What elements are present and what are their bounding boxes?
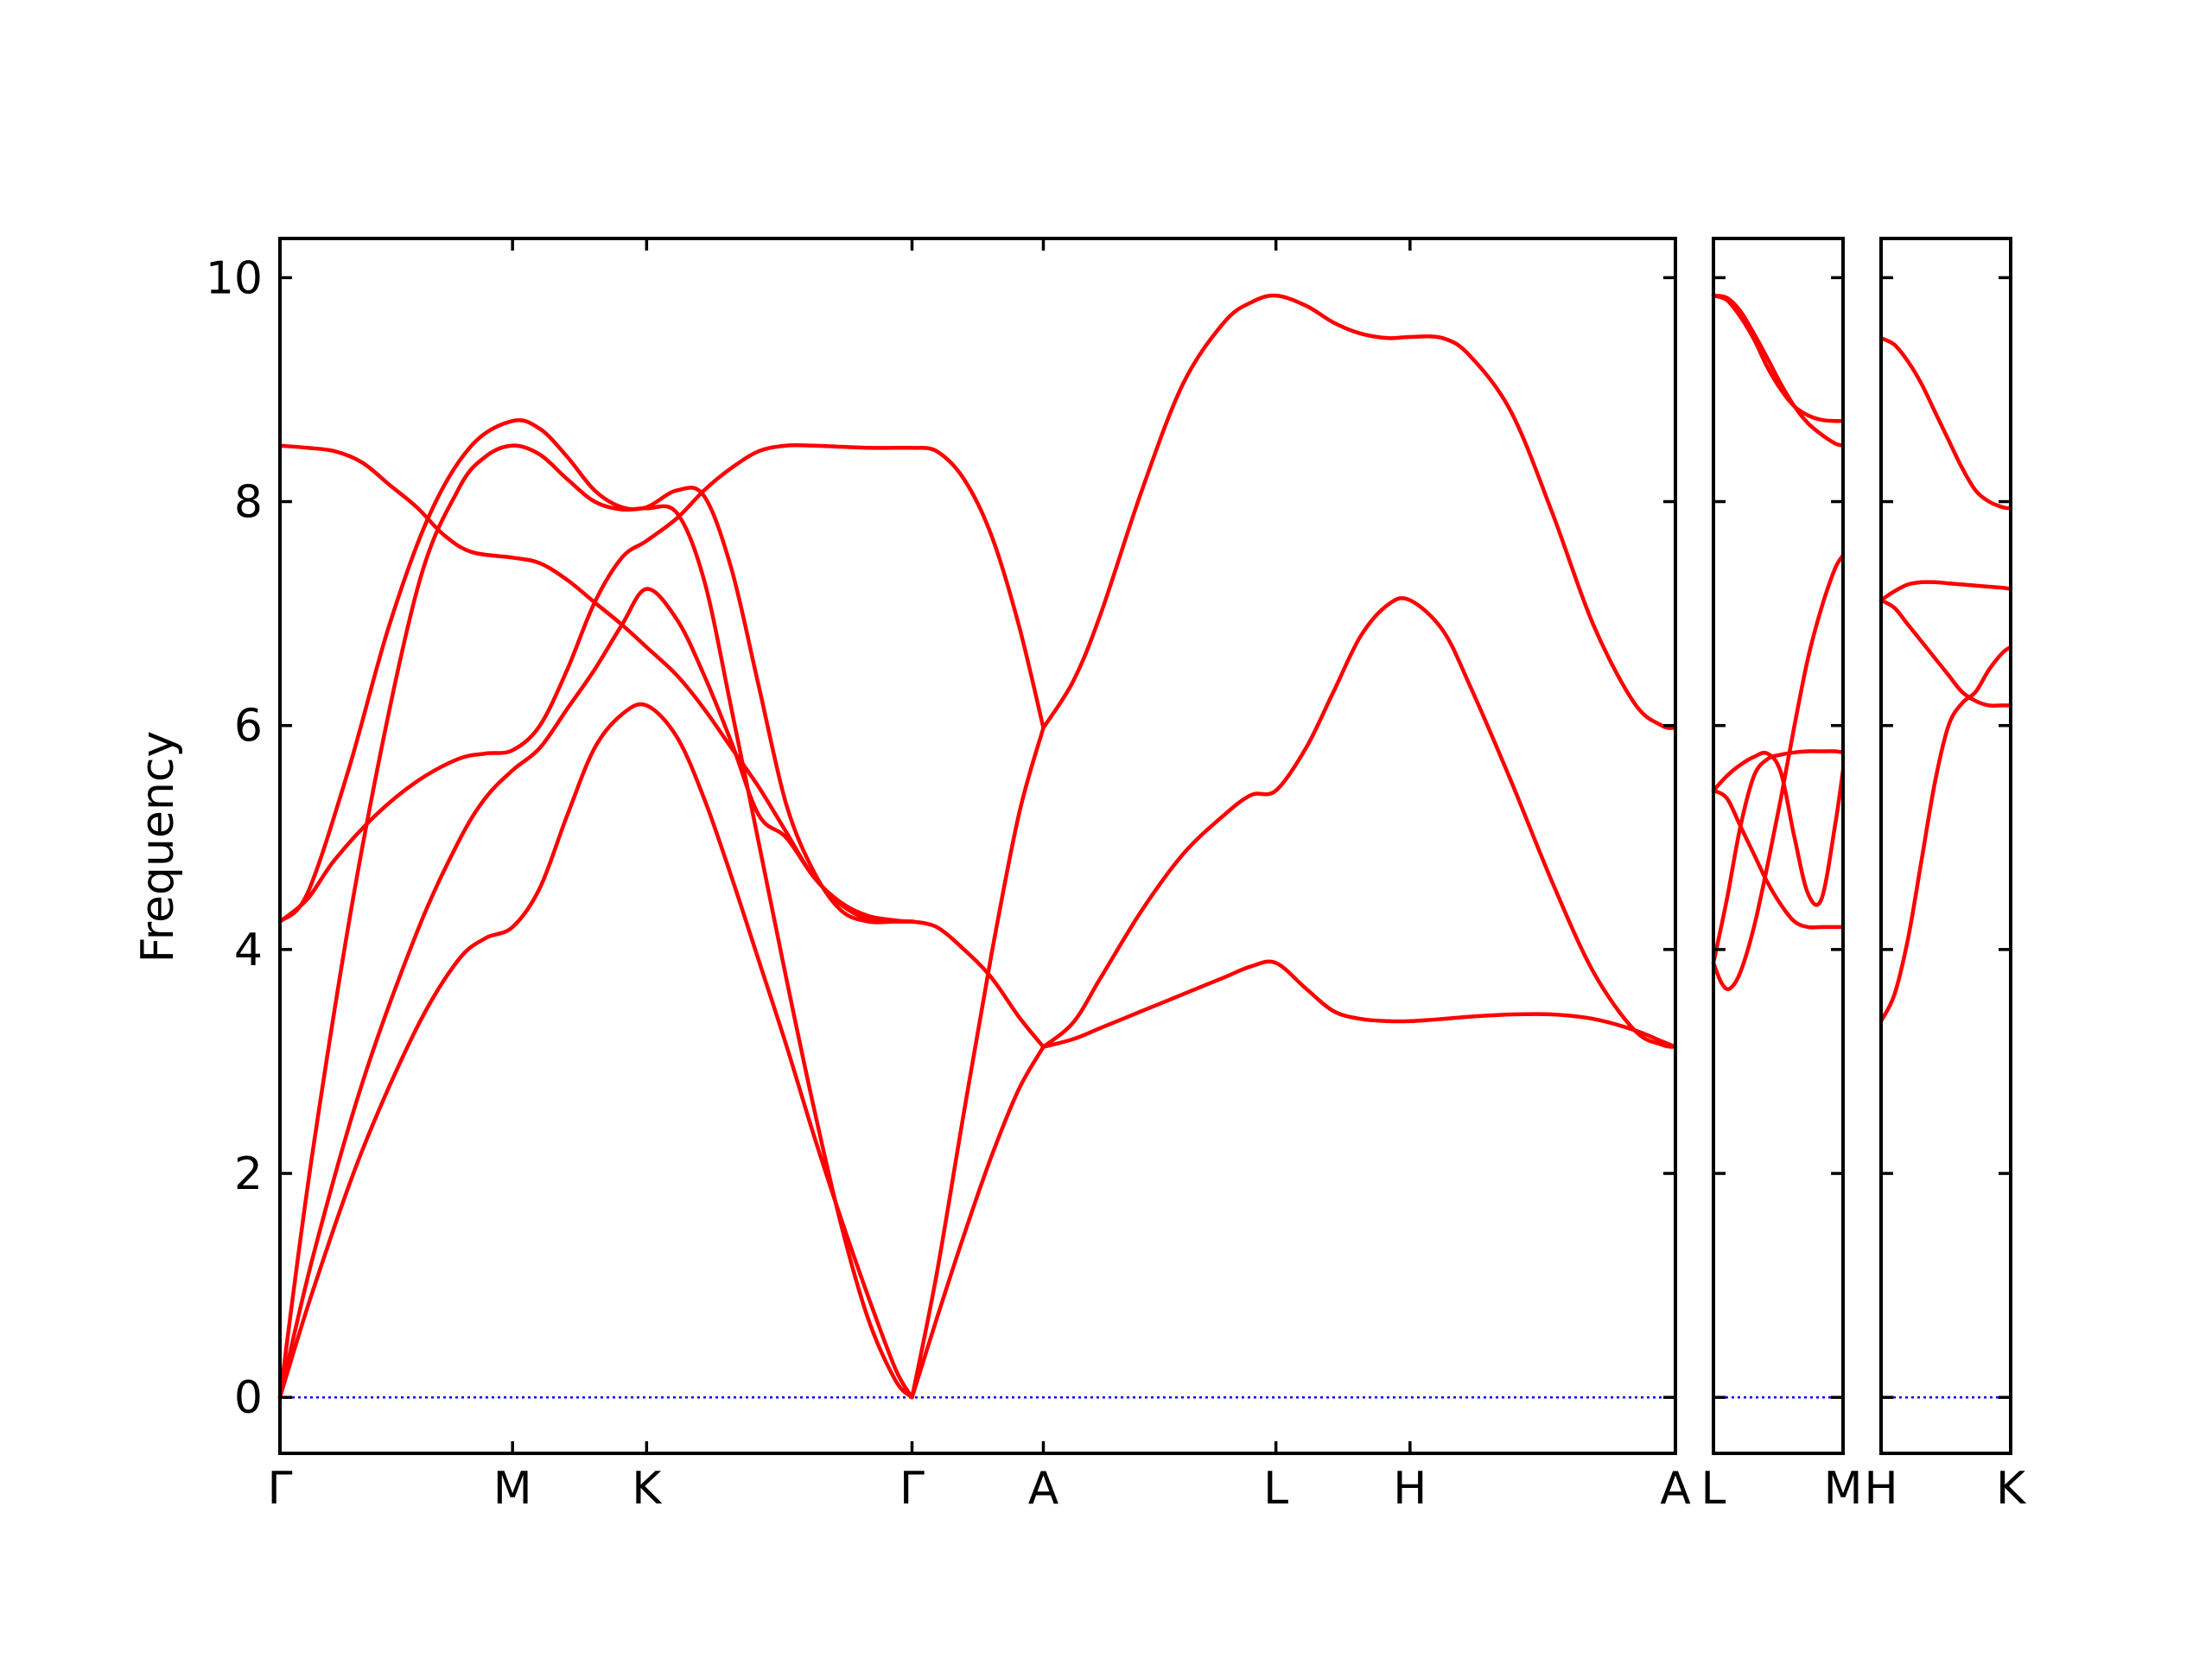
- panel-frame: [1712, 237, 1845, 1455]
- x-tick-label-L: L: [1701, 1463, 1726, 1515]
- band-line-11: [1041, 959, 1678, 1049]
- band-line-4: [1711, 788, 1846, 930]
- panel-frame: [1879, 237, 2012, 1455]
- band-line-7: [910, 1045, 1046, 1400]
- band-line-12: [1041, 595, 1678, 1049]
- x-tick-label-Γ: Γ: [268, 1463, 293, 1515]
- x-tick-label-L: L: [1263, 1463, 1288, 1515]
- x-tick-label-H: H: [1393, 1463, 1427, 1515]
- band-line-6: [277, 443, 914, 924]
- band-line-1: [277, 702, 914, 1400]
- x-tick-label-M: M: [1824, 1463, 1863, 1515]
- band-line-2: [1711, 293, 1846, 423]
- y-axis-label: Frequency: [132, 731, 184, 963]
- x-tick-label-M: M: [493, 1463, 532, 1515]
- band-line-1: [1878, 336, 2013, 511]
- band-line-3: [277, 443, 914, 1400]
- band-line-5: [1711, 553, 1846, 992]
- y-tick-label: 2: [234, 1148, 263, 1200]
- band-line-9: [910, 726, 1046, 1400]
- chart-panel-1: 0 2 4 6 8 10 Γ M K Γ A L H A: [206, 237, 1691, 1515]
- y-tick-label: 4: [234, 925, 263, 976]
- band-line-2: [277, 587, 914, 1400]
- y-tick-label: 10: [206, 252, 263, 304]
- y-tick-label: 6: [234, 701, 263, 753]
- x-tick-label-A: A: [1660, 1463, 1691, 1515]
- band-line-8: [910, 919, 1046, 1049]
- band-line-3: [1878, 598, 2013, 709]
- band-line-2: [1878, 580, 2013, 602]
- x-tick-label-K: K: [632, 1463, 663, 1515]
- y-tick-label: 0: [234, 1372, 263, 1424]
- band-line-4: [277, 418, 914, 925]
- band-line-5: [277, 442, 914, 924]
- x-tick-label-H: H: [1864, 1463, 1897, 1515]
- band-line-4: [1878, 645, 2013, 1024]
- band-line-3: [1711, 749, 1846, 965]
- x-tick-label-Γ: Γ: [899, 1463, 925, 1515]
- y-tick-label: 8: [234, 477, 263, 529]
- band-line-1: [1711, 293, 1846, 448]
- band-line-6: [1711, 750, 1846, 907]
- band-line-13: [1041, 293, 1678, 730]
- x-tick-label-A: A: [1028, 1463, 1059, 1515]
- band-line-10: [910, 446, 1046, 730]
- x-tick-label-K: K: [1996, 1463, 2027, 1515]
- panel-frame: [278, 237, 1677, 1455]
